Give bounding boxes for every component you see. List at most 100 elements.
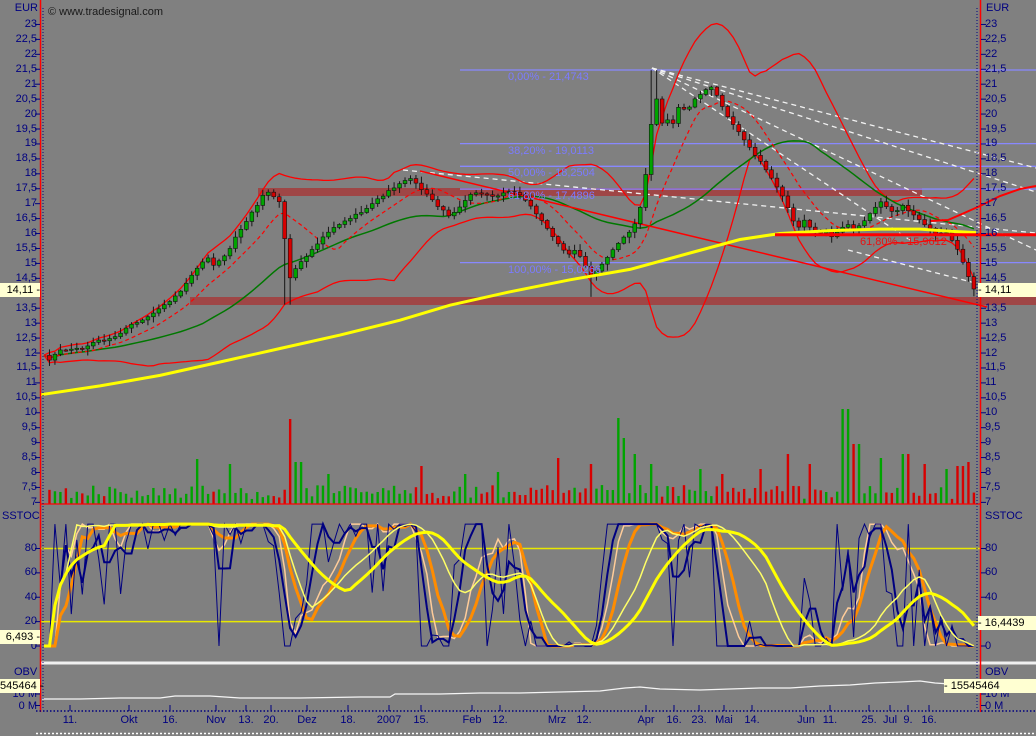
time-axis-label: Jun xyxy=(797,714,815,726)
time-axis-label: 12. xyxy=(576,714,592,726)
fib-label-0: 0,00% - 21,4743 xyxy=(508,71,589,83)
price-tick-right: 16 xyxy=(985,227,998,239)
obv-title-right: OBV xyxy=(985,666,1009,678)
price-axis-unit-right: EUR xyxy=(986,2,1010,14)
price-tick-left: 20,5 xyxy=(15,93,37,105)
white-dashed-trendlines xyxy=(402,67,1036,293)
indicator-lines xyxy=(43,22,1036,367)
price-tick-left: 7 xyxy=(30,496,37,508)
time-axis-label: 23. xyxy=(691,714,707,726)
price-tick-right: 10 xyxy=(985,406,998,418)
price-tick-right: 22,5 xyxy=(985,33,1007,45)
price-tick-right: 8 xyxy=(985,466,992,478)
fib-label-100: 100,00% - 15,0266 xyxy=(508,264,601,276)
price-tick-right: 12 xyxy=(985,347,998,359)
sstoc-marker-left: 6,493 - xyxy=(0,630,40,644)
price-tick-right: 15 xyxy=(985,257,998,269)
candlestick-layer[interactable] xyxy=(47,70,977,366)
price-tick-right: 13 xyxy=(985,317,998,329)
price-tick-left: 10,5 xyxy=(15,391,37,403)
price-tick-right: 9,5 xyxy=(985,421,1001,433)
price-tick-right: 13,5 xyxy=(985,302,1007,314)
price-tick-left: 23 xyxy=(24,18,37,30)
time-axis-label: 9. xyxy=(903,714,913,726)
price-tick-left: 18,5 xyxy=(15,152,37,164)
price-tick-left: 9 xyxy=(30,436,37,448)
fib-label-50: 50,00% - 18,2504 xyxy=(508,167,595,179)
obv-panel[interactable] xyxy=(40,661,1036,700)
time-axis-label: Apr xyxy=(637,714,655,726)
price-tick-right: 21 xyxy=(985,78,998,90)
time-axis-label: 15. xyxy=(413,714,429,726)
time-axis-label: 13. xyxy=(238,714,254,726)
price-tick-left: 21 xyxy=(24,78,37,90)
sstoc-tick-right: 60 xyxy=(985,566,998,578)
price-tick-left: 11 xyxy=(25,376,37,388)
time-axis-label: Nov xyxy=(206,714,226,726)
price-tick-right: 7,5 xyxy=(985,481,1001,493)
sstoc-panel[interactable] xyxy=(40,521,980,648)
price-tick-right: 15,5 xyxy=(985,242,1007,254)
overlay-lines xyxy=(39,227,1036,397)
price-tick-right: 19,5 xyxy=(985,123,1007,135)
sstoc-tick-left: 80 xyxy=(24,542,37,554)
price-axis-unit-left: EUR xyxy=(14,2,38,14)
price-tick-left: 9,5 xyxy=(21,421,37,433)
price-tick-right: 19 xyxy=(985,137,998,149)
sstoc-title-right: SSTOC xyxy=(985,510,1023,522)
volume-bars xyxy=(40,409,980,505)
price-tick-left: 7,5 xyxy=(21,481,37,493)
time-axis-label: 16. xyxy=(162,714,178,726)
sstoc-tick-right: 0 xyxy=(985,640,992,652)
support-resistance-bands xyxy=(190,188,1036,305)
time-axis-label: Feb xyxy=(462,714,482,726)
price-tick-right: 22 xyxy=(985,48,998,60)
sstoc-title-left: SSTOC xyxy=(2,510,40,522)
fib-label-618: 61,80% - 17,4896 xyxy=(508,190,595,202)
price-tick-left: 21,5 xyxy=(15,63,37,75)
sstoc-marker-right: - 16,4439 xyxy=(978,616,1036,630)
price-tick-left: 15,5 xyxy=(15,242,37,254)
price-tick-right: 17 xyxy=(985,197,998,209)
price-tick-right: 9 xyxy=(985,436,992,448)
price-tick-left: 14,5 xyxy=(15,272,37,284)
obv-marker-right: - 15545464 xyxy=(944,679,1036,693)
sstoc-tick-right: 40 xyxy=(985,591,998,603)
fib-label-red-618: 61,80% - 15,9612 xyxy=(860,236,947,248)
price-tick-left: 17 xyxy=(24,197,37,209)
price-tick-left: 13 xyxy=(24,317,37,329)
fib-label-382: 38,20% - 19,0113 xyxy=(508,145,595,157)
price-tick-left: 11,5 xyxy=(16,361,37,373)
sstoc-tick-right: 80 xyxy=(985,542,998,554)
axis-frame xyxy=(35,0,1036,735)
price-tick-left: 19 xyxy=(24,137,37,149)
obv-tick-right: 0 M xyxy=(985,699,1004,712)
price-marker-left: 14,11 - xyxy=(0,283,40,297)
price-tick-right: 23 xyxy=(985,18,998,30)
price-tick-left: 8,5 xyxy=(21,451,37,463)
price-tick-right: 16,5 xyxy=(985,212,1007,224)
price-tick-left: 15 xyxy=(24,257,37,269)
sstoc-tick-left: 20 xyxy=(24,615,37,627)
time-axis-label: 2007 xyxy=(376,714,402,726)
price-tick-left: 16,5 xyxy=(15,212,37,224)
time-axis-label: 11. xyxy=(62,714,78,726)
price-tick-right: 8,5 xyxy=(985,451,1001,463)
time-axis-label: Dez xyxy=(297,714,317,726)
price-tick-right: 21,5 xyxy=(985,63,1007,75)
price-tick-left: 10 xyxy=(24,406,37,418)
price-tick-left: 8 xyxy=(30,466,37,478)
price-tick-left: 22,5 xyxy=(15,33,37,45)
sstoc-tick-left: 40 xyxy=(24,591,37,603)
sstoc-tick-left: 60 xyxy=(24,566,37,578)
price-tick-left: 19,5 xyxy=(15,123,37,135)
price-tick-right: 18 xyxy=(985,167,998,179)
time-axis-label: Mai xyxy=(715,714,733,726)
price-tick-left: 17,5 xyxy=(15,182,37,194)
time-axis-label: 16. xyxy=(666,714,682,726)
time-axis-label: Okt xyxy=(120,714,138,726)
price-tick-right: 7 xyxy=(985,496,992,508)
price-tick-right: 11,5 xyxy=(985,361,1006,373)
